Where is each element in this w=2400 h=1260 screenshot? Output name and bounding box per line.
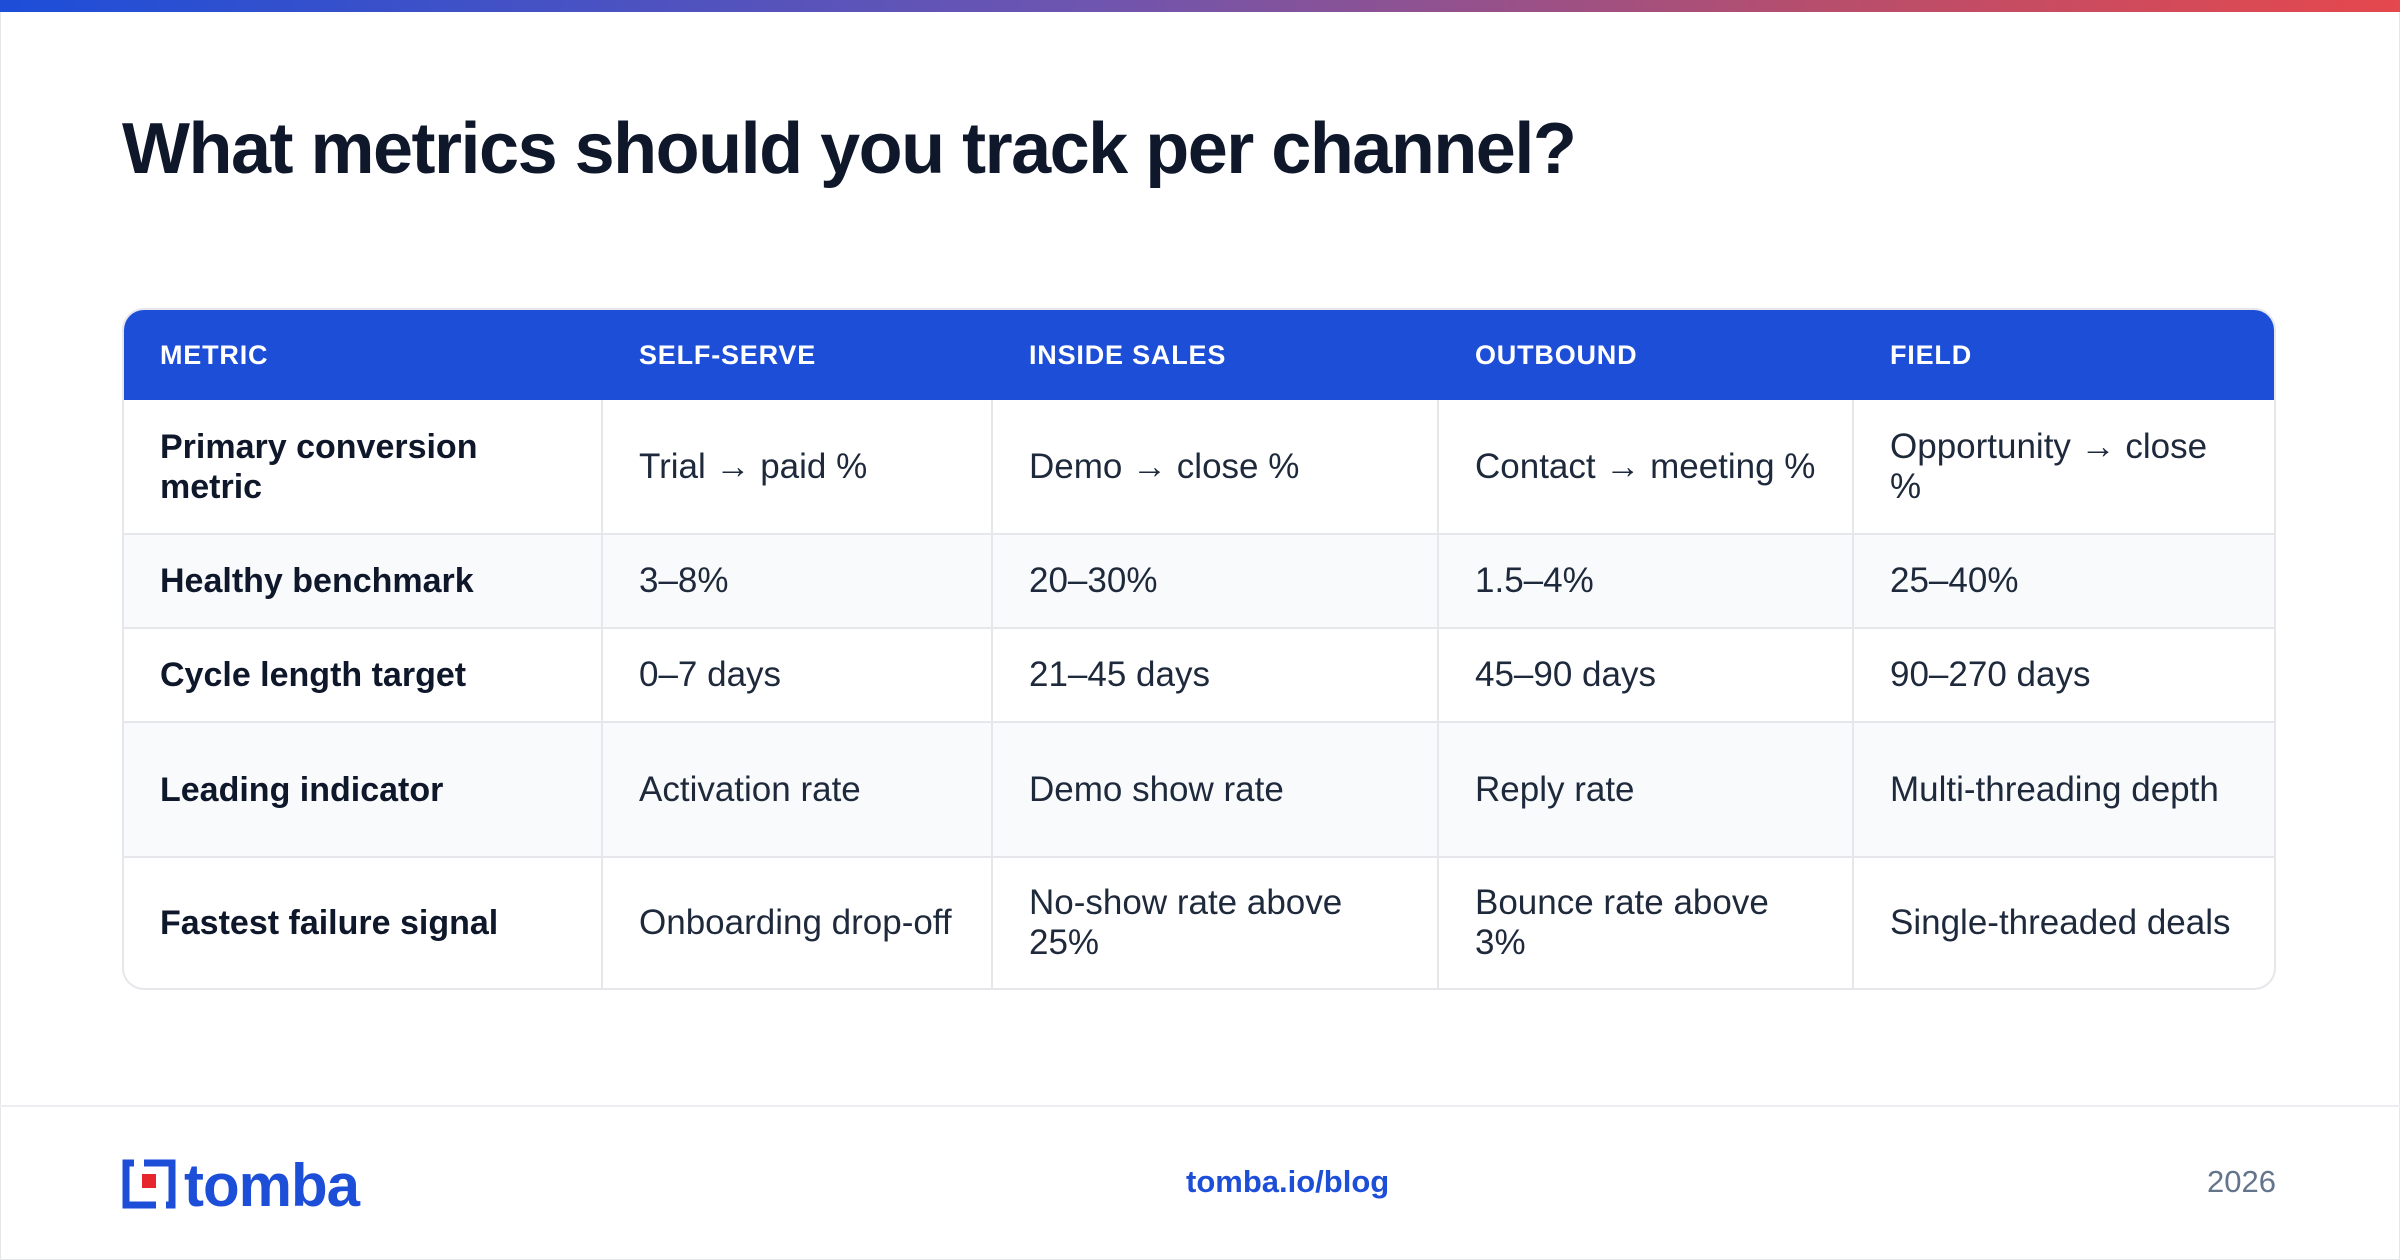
header-outbound: OUTBOUND — [1439, 310, 1854, 400]
header-field: FIELD — [1854, 310, 2274, 400]
header-self-serve: SELF-SERVE — [603, 310, 993, 400]
row-leading-indicator-label: Leading indicator — [124, 723, 603, 858]
header-metric: METRIC — [124, 310, 603, 400]
row-cycle-length-target-label: Cycle length target — [124, 629, 603, 723]
footer-divider — [0, 1105, 2400, 1107]
table-cell: Demo → close % — [993, 400, 1439, 535]
table-cell: 1.5–4% — [1439, 535, 1854, 629]
table-cell: 3–8% — [603, 535, 993, 629]
table-cell: Trial → paid % — [603, 400, 993, 535]
row-primary-conversion-metric-label: Primary conversion metric — [124, 400, 603, 535]
row-fastest-failure-signal-label: Fastest failure signal — [124, 858, 603, 988]
table-cell: No-show rate above 25% — [993, 858, 1439, 988]
table-cell: Contact → meeting % — [1439, 400, 1854, 535]
table-cell: Multi-threading depth — [1854, 723, 2274, 858]
table-cell: 0–7 days — [603, 629, 993, 723]
page-title: What metrics should you track per channe… — [122, 109, 1577, 189]
header-inside-sales: INSIDE SALES — [993, 310, 1439, 400]
top-gradient-bar — [0, 0, 2400, 12]
table-cell: 21–45 days — [993, 629, 1439, 723]
metrics-table: METRIC SELF-SERVE INSIDE SALES OUTBOUND … — [122, 308, 2276, 990]
table-cell: 25–40% — [1854, 535, 2274, 629]
row-healthy-benchmark-label: Healthy benchmark — [124, 535, 603, 629]
table-cell: Activation rate — [603, 723, 993, 858]
tomba-bracket-logo-icon — [122, 1158, 176, 1214]
metrics-table-grid: METRIC SELF-SERVE INSIDE SALES OUTBOUND … — [124, 310, 2274, 988]
table-cell: Demo show rate — [993, 723, 1439, 858]
table-cell: Single-threaded deals — [1890, 903, 2231, 942]
tomba-logo-text: tomba — [184, 1152, 360, 1219]
table-cell: Opportunity → close % — [1854, 400, 2274, 535]
table-cell: Bounce rate above 3% — [1439, 858, 1854, 988]
table-cell: Reply rate — [1439, 723, 1854, 858]
blog-link[interactable]: tomba.io/blog — [1186, 1164, 1390, 1199]
table-cell: 90–270 days — [1854, 629, 2274, 723]
table-cell: Onboarding drop-off — [603, 858, 993, 988]
table-cell: 20–30% — [993, 535, 1439, 629]
tomba-logo: tomba — [122, 1152, 360, 1219]
table-cell: 45–90 days — [1439, 629, 1854, 723]
footer-year: 2026 — [2207, 1164, 2276, 1199]
